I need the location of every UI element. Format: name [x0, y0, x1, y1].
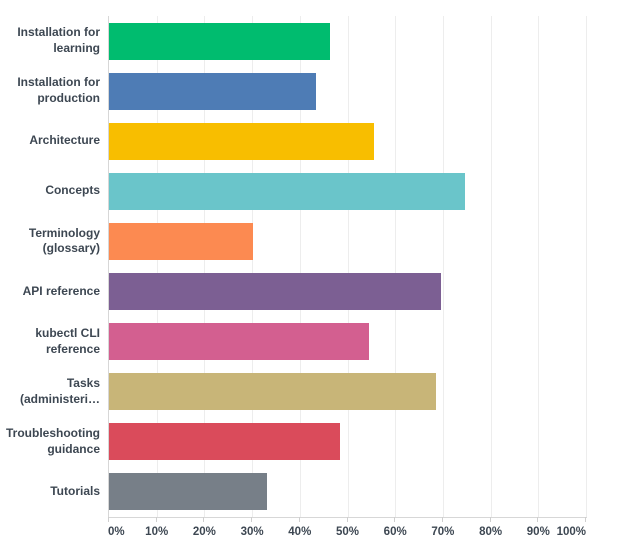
- bar-row: [109, 22, 586, 60]
- plot-area: [109, 16, 587, 517]
- category-label-text: Terminology (glossary): [28, 225, 100, 256]
- x-tick-mark: [108, 517, 109, 522]
- bar-1: [109, 72, 317, 110]
- category-label: Installation for production: [0, 66, 100, 116]
- category-label: Tutorials: [0, 467, 100, 517]
- bar-row: [109, 373, 586, 411]
- x-tick-label: 50%: [335, 526, 360, 538]
- bar-row: [109, 222, 586, 260]
- category-label: Architecture: [0, 116, 100, 166]
- category-label: kubectl CLI reference: [0, 317, 100, 367]
- bar-3: [109, 172, 466, 210]
- gridline: [348, 16, 349, 517]
- bar-row: [109, 323, 586, 361]
- x-tick-mark: [394, 517, 395, 522]
- gridline: [204, 16, 205, 517]
- x-tick-mark: [251, 517, 252, 522]
- gridline: [586, 16, 587, 517]
- bar-row: [109, 473, 586, 511]
- bar-8: [109, 423, 340, 461]
- category-label-text: Tutorials: [50, 484, 100, 499]
- bar-2: [109, 122, 375, 160]
- gridline: [491, 16, 492, 517]
- bar-row: [109, 172, 586, 210]
- x-tick-label: 30%: [240, 526, 264, 538]
- x-tick-mark: [203, 517, 204, 522]
- y-axis-line: [108, 16, 109, 522]
- category-label: Installation for learning: [0, 16, 100, 66]
- gridline: [157, 16, 158, 517]
- bar-5: [109, 273, 441, 311]
- x-tick-mark: [442, 517, 443, 522]
- bar-row: [109, 423, 586, 461]
- category-label-text: Concepts: [45, 183, 100, 198]
- category-label: Tasks (administeri…: [0, 367, 100, 417]
- category-label-text: API reference: [22, 283, 100, 298]
- x-tick-label: 60%: [383, 526, 407, 538]
- gridline: [538, 16, 539, 517]
- bar-row: [109, 72, 586, 110]
- category-label-text: kubectl CLI reference: [35, 325, 100, 356]
- x-tick-label: 0%: [108, 526, 125, 538]
- x-tick-mark: [490, 517, 491, 522]
- category-label-text: Tasks (administeri…: [19, 375, 100, 406]
- x-tick-label: 100%: [556, 526, 586, 538]
- gridline: [252, 16, 253, 517]
- x-tick-mark: [156, 517, 157, 522]
- gridline: [300, 16, 301, 517]
- x-tick-mark: [299, 517, 300, 522]
- x-tick-label: 40%: [288, 526, 312, 538]
- x-tick-mark: [537, 517, 538, 522]
- bar-row: [109, 273, 586, 311]
- x-tick-mark: [347, 517, 348, 522]
- category-label: Terminology (glossary): [0, 216, 100, 266]
- category-label-text: Architecture: [29, 133, 100, 148]
- category-axis: Installation for learning Installation fo…: [0, 16, 100, 517]
- x-tick-mark: [585, 517, 586, 522]
- bar-7: [109, 373, 436, 411]
- category-label: API reference: [0, 267, 100, 317]
- x-tick-label: 80%: [479, 526, 503, 538]
- bar-6: [109, 323, 369, 361]
- category-label-text: Installation for production: [17, 75, 100, 106]
- bar-4: [109, 222, 254, 260]
- bar-0: [109, 22, 330, 60]
- gridline: [443, 16, 444, 517]
- category-label: Troubleshooting guidance: [0, 417, 100, 467]
- gridline: [395, 16, 396, 517]
- bar-row: [109, 122, 586, 160]
- bar-9: [109, 473, 268, 511]
- x-tick-label: 10%: [145, 526, 169, 538]
- category-label-text: Troubleshooting guidance: [6, 426, 100, 456]
- x-tick-label: 90%: [526, 526, 550, 538]
- x-axis-tick-labels: 0% 10% 20% 30% 40% 50% 60% 70% 80% 90% 100%: [108, 526, 587, 544]
- x-tick-label: 70%: [431, 526, 455, 538]
- x-tick-label: 20%: [192, 526, 216, 538]
- category-label: Concepts: [0, 166, 100, 216]
- category-label-text: Installation for learning: [17, 25, 100, 56]
